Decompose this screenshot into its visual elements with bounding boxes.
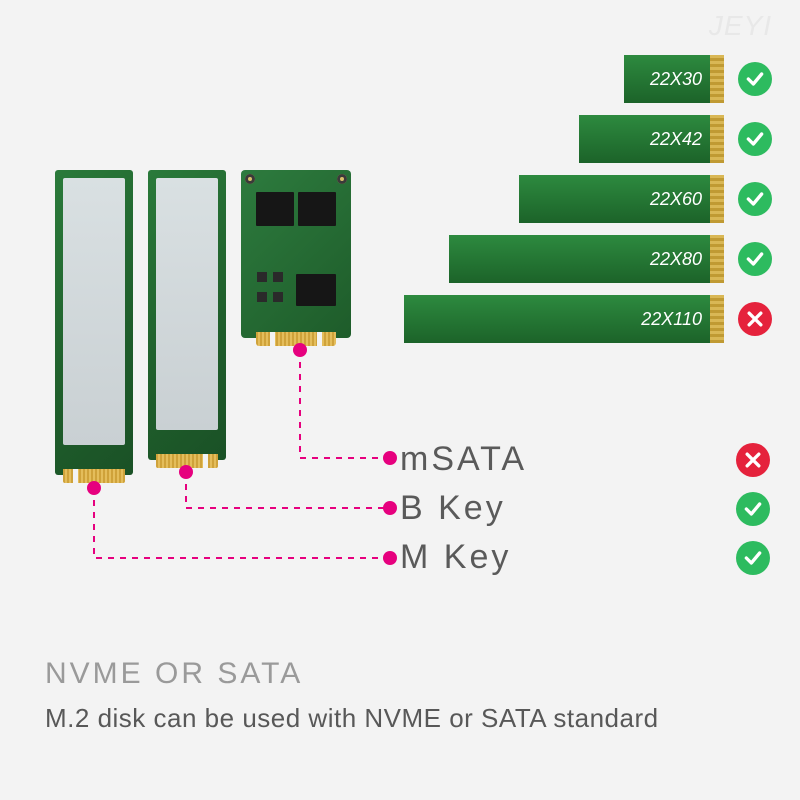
size-label: 22X60	[650, 189, 702, 210]
key-type-label: mSATA	[400, 440, 527, 479]
cross-icon	[736, 443, 770, 477]
size-label: 22X42	[650, 129, 702, 150]
size-bar: 22X60	[519, 175, 724, 223]
size-bar: 22X80	[449, 235, 724, 283]
size-bar: 22X110	[404, 295, 724, 343]
size-row: 22X42	[402, 115, 772, 163]
size-row: 22X110	[402, 295, 772, 343]
key-type-row: B Key	[400, 489, 770, 528]
size-row: 22X60	[402, 175, 772, 223]
key-type-list: mSATA B Key M Key	[400, 440, 770, 587]
check-icon	[738, 62, 772, 96]
check-icon	[738, 122, 772, 156]
key-type-row: M Key	[400, 538, 770, 577]
key-type-label: B Key	[400, 489, 506, 528]
size-bar: 22X30	[624, 55, 724, 103]
size-row: 22X80	[402, 235, 772, 283]
footer: NVME OR SATA M.2 disk can be used with N…	[45, 657, 659, 734]
ssd-illustrations	[55, 170, 351, 475]
key-type-label: M Key	[400, 538, 511, 577]
brand-logo: JEYI	[709, 10, 772, 42]
ssd-m-key	[55, 170, 133, 475]
check-icon	[738, 242, 772, 276]
size-bar: 22X42	[579, 115, 724, 163]
key-type-row: mSATA	[400, 440, 770, 479]
ssd-b-key	[148, 170, 226, 460]
footer-title: NVME OR SATA	[45, 657, 659, 691]
size-label: 22X110	[641, 309, 702, 330]
check-icon	[738, 182, 772, 216]
ssd-msata	[241, 170, 351, 338]
size-row: 22X30	[402, 55, 772, 103]
check-icon	[736, 492, 770, 526]
footer-subtitle: M.2 disk can be used with NVME or SATA s…	[45, 703, 659, 734]
size-label: 22X80	[650, 249, 702, 270]
cross-icon	[738, 302, 772, 336]
check-icon	[736, 541, 770, 575]
size-compatibility-list: 22X30 22X42 22X60 22X80 22X110	[402, 55, 772, 355]
size-label: 22X30	[650, 69, 702, 90]
